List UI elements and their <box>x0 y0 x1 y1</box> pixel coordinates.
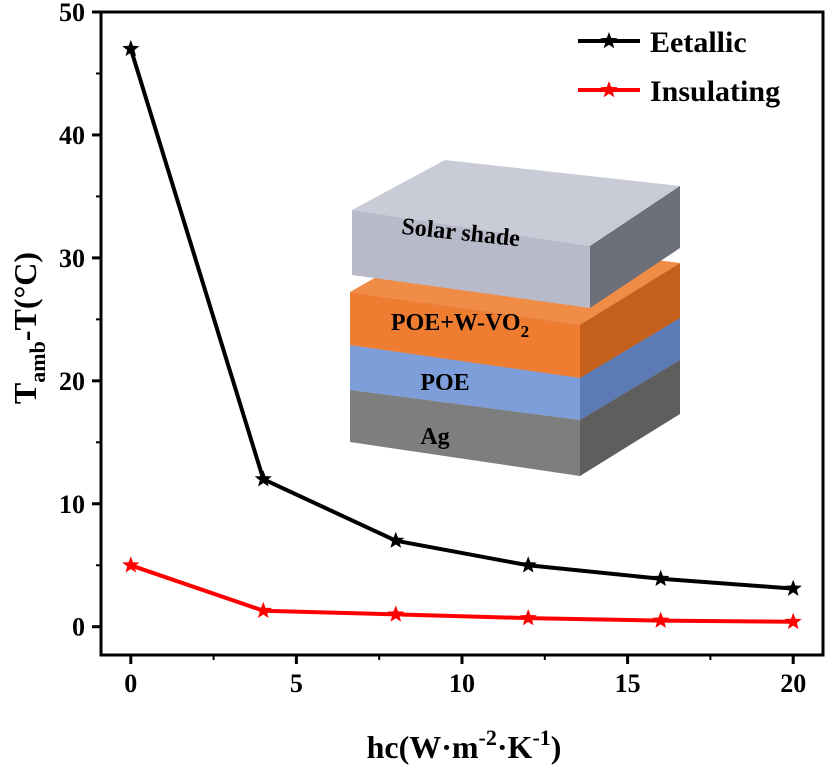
data-point-insulating <box>784 612 802 630</box>
x-axis-title: hc(W·m-2·K-1) <box>367 725 562 765</box>
x-tick-label: 10 <box>449 669 475 698</box>
legend-marker-insulating <box>600 81 618 98</box>
x-tick-label: 15 <box>615 669 641 698</box>
data-point-insulating <box>519 609 537 626</box>
legend-label-eetallic: Eetallic <box>650 26 747 59</box>
data-point-eetallic <box>652 569 670 587</box>
series-group <box>122 39 802 630</box>
data-point-eetallic <box>784 579 802 596</box>
data-point-eetallic <box>122 39 140 57</box>
poe-wvo2-label-base: POE+W-VO <box>391 310 521 336</box>
data-point-eetallic <box>254 470 272 487</box>
data-point-eetallic <box>387 531 405 548</box>
ag-layer-side <box>580 360 680 476</box>
poe-wvo2-label: POE+W-VO2 <box>391 310 529 341</box>
poe-layer-front <box>350 345 580 420</box>
y-tick-label: 30 <box>59 244 85 273</box>
ag-layer-front <box>350 390 580 476</box>
y-tick-label: 40 <box>59 121 85 150</box>
data-point-eetallic <box>519 556 537 573</box>
y-tick-label: 20 <box>59 367 85 396</box>
y-tick-label: 50 <box>59 0 85 27</box>
y-axis-title: Tamb-T(°C) <box>7 252 50 404</box>
poe-label: POE <box>420 370 469 396</box>
legend: Eetallic Insulating <box>578 26 780 108</box>
x-tick-label: 0 <box>124 669 137 698</box>
x-tick-label: 20 <box>780 669 806 698</box>
data-point-insulating <box>387 605 405 622</box>
series-line-eetallic <box>128 48 794 591</box>
data-point-insulating <box>254 601 272 618</box>
data-point-insulating <box>652 611 670 628</box>
data-point-insulating <box>122 556 140 573</box>
ag-label: Ag <box>420 424 449 450</box>
y-tick-label: 10 <box>59 490 85 519</box>
x-tick-label: 5 <box>290 669 303 698</box>
poe-layer-side <box>580 318 680 420</box>
series-line-insulating <box>130 563 794 624</box>
poe-wvo2-layer-side <box>580 263 680 378</box>
layer-stack-illustration: Solar shade POE+W-VO2 POE Ag <box>350 160 680 476</box>
solar-shade-front <box>352 210 590 308</box>
solar-shade-side <box>590 186 680 308</box>
ticks: 0 5 10 15 20 0 10 20 30 40 50 <box>59 0 806 698</box>
legend-marker-eetallic <box>600 32 618 49</box>
solar-shade-top <box>352 160 680 246</box>
y-tick-label: 0 <box>72 613 85 642</box>
poe-wvo2-label-sub: 2 <box>521 322 530 341</box>
legend-label-insulating: Insulating <box>650 75 780 108</box>
poe-wvo2-layer-front <box>350 292 580 378</box>
